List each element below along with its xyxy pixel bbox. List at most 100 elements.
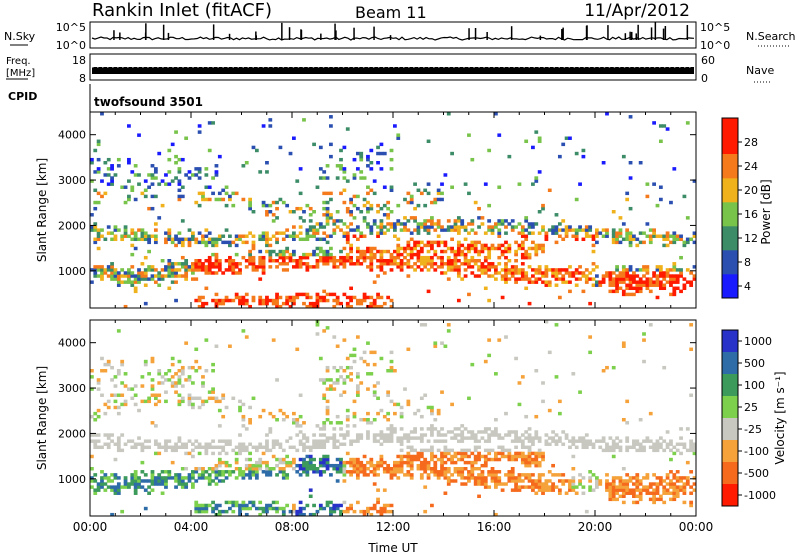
heatmap-cell: [96, 246, 101, 251]
heatmap-cell: [490, 457, 495, 462]
heatmap-cell: [584, 234, 589, 238]
heatmap-cell: [386, 222, 391, 226]
heatmap-cell: [423, 265, 428, 269]
heatmap-cell: [164, 448, 168, 453]
heatmap-cell: [625, 482, 630, 486]
heatmap-cell: [541, 246, 545, 251]
heatmap-cell: [682, 491, 687, 495]
heatmap-cell: [507, 222, 512, 226]
heatmap-cell: [635, 243, 640, 248]
heatmap-cell: [322, 396, 327, 401]
heatmap-cell: [507, 433, 512, 437]
heatmap-cell: [204, 399, 209, 404]
heatmap-cell: [93, 271, 98, 275]
heatmap-cell: [312, 228, 316, 232]
heatmap-cell: [494, 418, 498, 422]
heatmap-cell: [140, 399, 145, 404]
heatmap-cell: [197, 124, 202, 128]
heatmap-cell: [406, 246, 411, 251]
heatmap-cell: [470, 430, 475, 434]
heatmap-cell: [470, 246, 475, 251]
nave-point: [367, 66, 370, 68]
heatmap-cell: [234, 262, 239, 266]
heatmap-cell: [298, 292, 303, 297]
heatmap-cell: [150, 488, 155, 492]
heatmap-cell: [618, 271, 623, 275]
heatmap-cell: [601, 228, 606, 232]
heatmap-cell: [541, 473, 545, 477]
heatmap-cell: [574, 151, 579, 156]
heatmap-cell: [423, 448, 428, 453]
heatmap-cell: [658, 274, 663, 278]
heatmap-cell: [413, 246, 417, 251]
heatmap-cell: [672, 167, 677, 171]
heatmap-cell: [221, 479, 226, 483]
heatmap-cell: [150, 274, 155, 278]
nsky-spike: [486, 32, 488, 40]
heatmap-cell: [500, 488, 505, 492]
heatmap-cell: [197, 304, 202, 309]
heatmap-cell: [275, 457, 279, 462]
heatmap-cell: [332, 439, 337, 443]
heatmap-cell: [197, 473, 202, 477]
heatmap-cell: [335, 463, 340, 468]
heatmap-cell: [635, 268, 640, 272]
heatmap-cell: [440, 457, 444, 462]
heatmap-cell: [507, 473, 512, 477]
heatmap-cell: [537, 454, 542, 459]
heatmap-cell: [376, 265, 380, 269]
heatmap-cell: [662, 500, 667, 505]
heatmap-cell: [541, 243, 545, 248]
colorbar-segment: [722, 118, 738, 154]
heatmap-cell: [106, 433, 111, 437]
heatmap-cell: [648, 228, 653, 232]
heatmap-cell: [355, 433, 360, 437]
heatmap-cell: [322, 289, 327, 294]
nave-point: [633, 66, 636, 68]
heatmap-cell: [174, 485, 178, 489]
heatmap-cell: [204, 286, 209, 291]
heatmap-cell: [568, 488, 572, 492]
heatmap-cell: [359, 301, 364, 306]
colorbar-segment: [722, 250, 738, 275]
colorbar-tick-label: -500: [744, 467, 769, 480]
heatmap-cell: [133, 384, 138, 388]
heatmap-cell: [440, 265, 444, 269]
heatmap-cell: [234, 451, 239, 456]
heatmap-cell: [537, 448, 542, 453]
heatmap-cell: [214, 467, 219, 471]
heatmap-cell: [463, 262, 468, 266]
heatmap-cell: [524, 252, 529, 257]
heatmap-cell: [517, 439, 522, 443]
colorbar-segment: [722, 154, 738, 179]
nave-point: [262, 66, 265, 68]
heatmap-cell: [244, 427, 249, 431]
heatmap-cell: [201, 301, 205, 306]
colorbar-segment: [722, 226, 738, 251]
heatmap-cell: [470, 228, 475, 232]
heatmap-cell: [642, 448, 646, 453]
heatmap-cell: [352, 411, 357, 416]
heatmap-cell: [628, 161, 633, 165]
heatmap-cell: [315, 301, 320, 306]
heatmap-cell: [211, 252, 215, 257]
heatmap-cell: [460, 451, 465, 456]
heatmap-cell: [672, 497, 677, 502]
heatmap-cell: [477, 476, 481, 480]
heatmap-cell: [507, 454, 512, 459]
heatmap-cell: [571, 485, 576, 489]
heatmap-cell: [524, 219, 529, 223]
heatmap-cell: [194, 396, 199, 401]
heatmap-cell: [574, 491, 579, 495]
heatmap-cell: [510, 470, 515, 474]
heatmap-cell: [658, 197, 663, 202]
heatmap-cell: [669, 448, 673, 453]
heatmap-cell: [197, 191, 202, 196]
heatmap-cell: [217, 399, 222, 404]
heatmap-cell: [376, 249, 380, 254]
heatmap-cell: [625, 234, 630, 238]
heatmap-cell: [285, 262, 290, 266]
heatmap-cell: [456, 298, 461, 303]
heatmap-cell: [335, 414, 340, 419]
x-tick-label: 20:00: [578, 520, 613, 534]
